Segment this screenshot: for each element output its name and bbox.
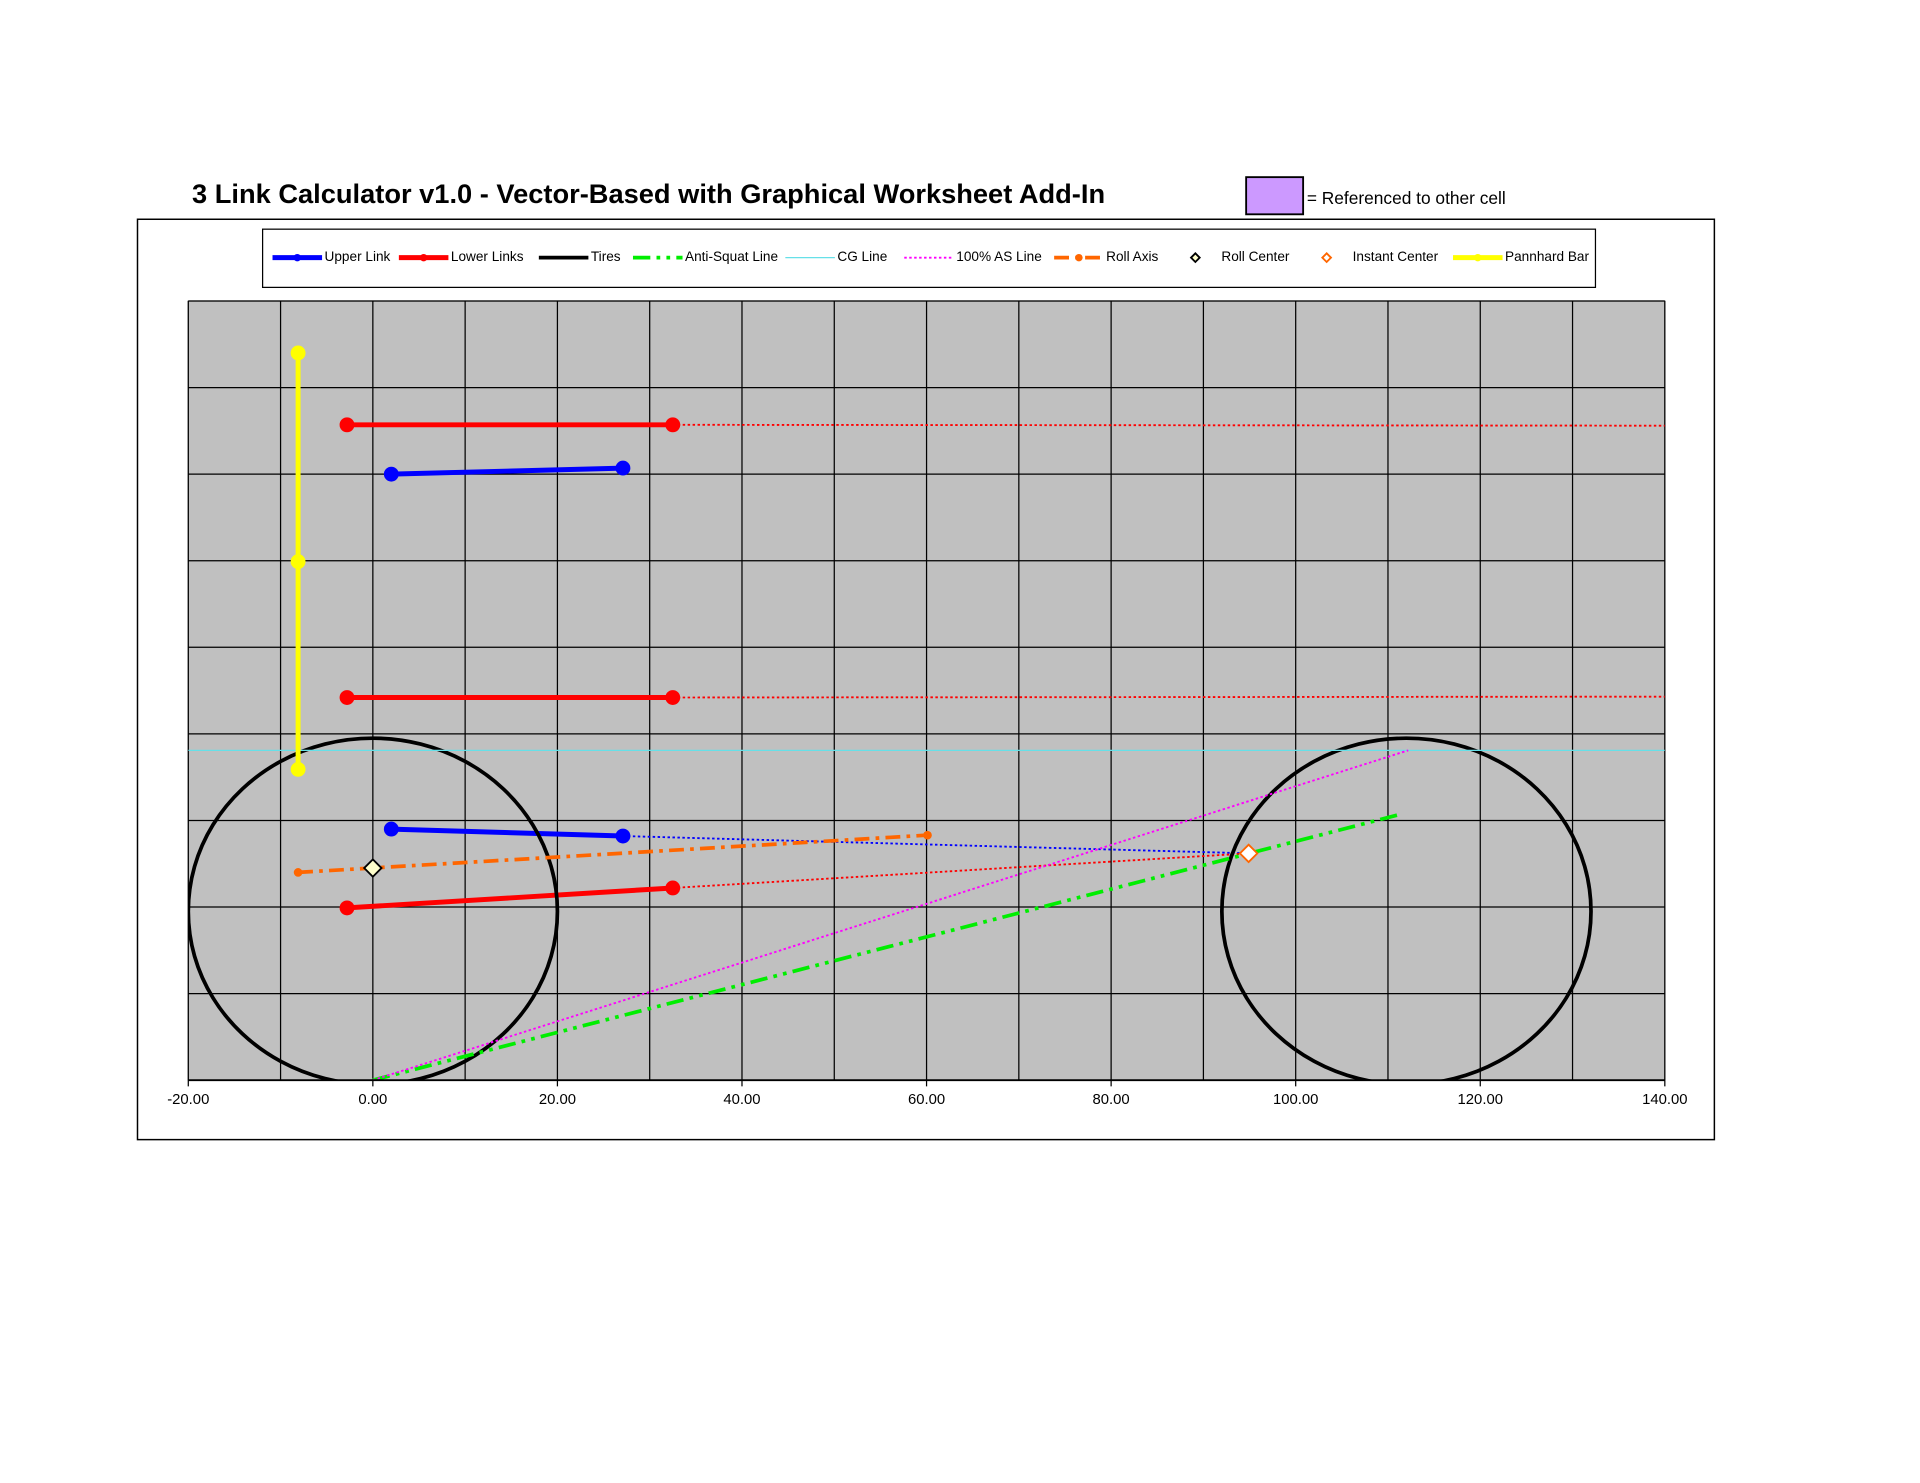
marker: [339, 690, 355, 705]
marker: [615, 460, 631, 476]
marker: [383, 466, 399, 482]
x-tick-label: -20.00: [167, 1092, 209, 1108]
legend-label: Tires: [591, 249, 621, 264]
x-tick-label: 120.00: [1458, 1092, 1503, 1108]
marker: [615, 828, 631, 844]
marker: [1238, 843, 1259, 864]
series-line: [346, 885, 673, 911]
marker: [339, 900, 355, 916]
series-line: [391, 826, 624, 839]
marker: [290, 761, 306, 777]
x-tick-label: 0.00: [358, 1092, 387, 1108]
reference-note: = Referenced to other cell: [1307, 188, 1506, 208]
series-line: [622, 835, 1249, 855]
legend-label: Instant Center: [1353, 249, 1439, 264]
marker: [923, 830, 932, 840]
legend-label: CG Line: [837, 249, 887, 264]
legend-label: Roll Axis: [1106, 249, 1158, 264]
series-line: [672, 695, 1665, 699]
x-tick-label: 20.00: [539, 1092, 576, 1108]
x-tick-label: 140.00: [1642, 1092, 1687, 1108]
marker: [383, 821, 399, 837]
legend-label: 100% AS Line: [956, 249, 1042, 264]
marker: [665, 880, 681, 896]
series-line: [372, 812, 1401, 1081]
marker: [339, 417, 355, 433]
legend-label: Upper Link: [325, 249, 391, 264]
series-line: [672, 423, 1665, 427]
x-tick-label: 80.00: [1093, 1092, 1130, 1108]
series-line: [672, 852, 1249, 889]
legend-marker: [1474, 253, 1482, 262]
series-line: [391, 465, 624, 477]
legend-marker: [1321, 252, 1333, 264]
legend-marker: [1189, 252, 1202, 264]
x-tick-label: 60.00: [908, 1092, 945, 1108]
legend-label: Roll Center: [1221, 249, 1290, 264]
legend-label: Anti-Squat Line: [685, 249, 778, 264]
chart-title: 3 Link Calculator v1.0 - Vector-Based wi…: [192, 178, 1105, 209]
legend-label: Pannhard Bar: [1505, 249, 1589, 264]
marker: [665, 417, 681, 433]
series-layer: [188, 345, 1665, 1081]
marker: [290, 554, 306, 570]
marker: [665, 690, 681, 705]
marker: [290, 345, 306, 361]
x-tick-label: 40.00: [723, 1092, 760, 1108]
series-line: [188, 736, 560, 1081]
legend-marker: [1075, 253, 1083, 262]
legend-marker: [293, 253, 302, 262]
legend-marker: [419, 253, 428, 262]
legend-label: Lower Links: [451, 249, 524, 264]
x-tick-label: 100.00: [1273, 1092, 1318, 1108]
legend: Upper Link Lower Links Tires Anti-Squat Lin…: [272, 249, 1589, 264]
series-line: [297, 833, 928, 875]
reference-swatch: [1245, 176, 1305, 216]
marker: [362, 858, 383, 879]
marker: [293, 868, 303, 877]
axes: -20.00 0.00 20.00 40.00 60.00 80.00 100.00 120.…: [167, 1079, 1688, 1108]
series-line: [1220, 736, 1593, 1081]
